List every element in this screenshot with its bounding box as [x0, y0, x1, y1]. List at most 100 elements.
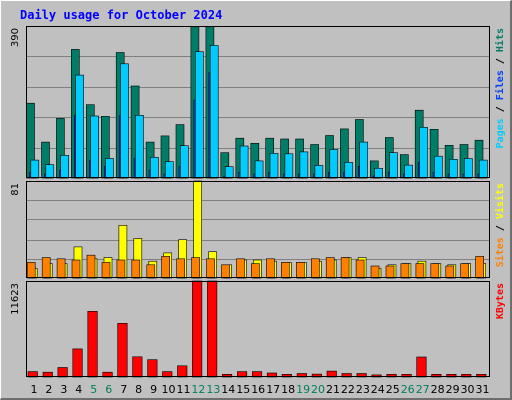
- x-label-day-28: 28: [431, 383, 445, 396]
- legend-part-top-2: Files: [494, 70, 506, 100]
- x-label-day-16: 16: [251, 383, 265, 396]
- bar-pages-29: [449, 159, 458, 179]
- plot-area-bottom: [26, 281, 490, 377]
- bar-kbytes-7: [117, 322, 128, 378]
- bar-sites-5: [86, 254, 96, 279]
- bar-sites-16: [251, 263, 260, 279]
- y-max-label-top: 390: [10, 28, 21, 47]
- x-label-day-5: 5: [90, 383, 97, 396]
- bar-pages-6: [105, 158, 114, 179]
- x-label-day-23: 23: [356, 383, 370, 396]
- bar-sites-26: [400, 263, 410, 279]
- bar-kbytes-27: [416, 356, 427, 378]
- legend-bottom: KBytes: [495, 283, 506, 319]
- x-label-day-21: 21: [326, 383, 340, 396]
- bar-sites-8: [131, 259, 141, 279]
- panel-middle: 81 Sites / Visits: [10, 180, 506, 279]
- bar-kbytes-12: [192, 280, 203, 378]
- bar-pages-9: [150, 157, 159, 179]
- bar-pages-30: [463, 158, 473, 179]
- bar-sites-12: [191, 257, 200, 279]
- x-label-day-11: 11: [177, 383, 191, 396]
- panel-border-bottom: [26, 281, 490, 377]
- bar-sites-17: [266, 258, 275, 279]
- x-label-day-20: 20: [311, 383, 325, 396]
- bar-pages-8: [135, 115, 144, 179]
- panel-bottom: 11623 KBytes: [10, 280, 506, 378]
- x-label-day-13: 13: [206, 383, 220, 396]
- bar-kbytes-3: [57, 367, 68, 378]
- y-max-label-bottom: 11623: [10, 283, 21, 315]
- bar-pages-14: [224, 166, 234, 179]
- bar-kbytes-11: [177, 365, 188, 378]
- bar-sites-6: [101, 262, 111, 279]
- x-label-day-10: 10: [162, 383, 176, 396]
- bar-sites-10: [161, 256, 170, 279]
- bar-pages-18: [284, 153, 294, 179]
- bar-sites-14: [221, 264, 230, 279]
- bar-sites-1: [26, 262, 36, 279]
- bar-pages-23: [359, 141, 369, 179]
- x-label-day-26: 26: [401, 383, 415, 396]
- x-label-day-24: 24: [371, 383, 385, 396]
- bar-sites-15: [236, 258, 245, 279]
- bar-sites-24: [370, 265, 380, 279]
- bar-sites-2: [41, 257, 51, 279]
- bar-sites-29: [445, 265, 455, 279]
- bar-kbytes-5: [87, 310, 98, 378]
- bar-kbytes-8: [132, 356, 143, 378]
- bar-pages-15: [239, 145, 249, 179]
- bar-sites-31: [475, 256, 485, 279]
- x-label-day-1: 1: [31, 383, 38, 396]
- bar-pages-24: [374, 168, 383, 179]
- bar-sites-22: [340, 257, 350, 279]
- x-label-day-25: 25: [386, 383, 400, 396]
- legend-part-top-3: /: [495, 52, 506, 70]
- x-label-day-12: 12: [191, 383, 205, 396]
- bar-pages-16: [254, 160, 264, 179]
- bar-pages-19: [299, 151, 309, 179]
- bar-sites-30: [460, 263, 470, 279]
- legend-part-middle-1: /: [495, 219, 506, 237]
- x-label-day-30: 30: [461, 383, 475, 396]
- bar-pages-31: [478, 159, 488, 179]
- legend-middle: Sites / Visits: [494, 183, 506, 267]
- bar-sites-18: [280, 262, 290, 279]
- x-label-day-3: 3: [60, 383, 67, 396]
- bar-pages-12: [195, 51, 204, 179]
- x-label-day-9: 9: [150, 383, 157, 396]
- x-label-day-22: 22: [341, 383, 355, 396]
- panel-border-top: [26, 26, 490, 178]
- bar-sites-13: [206, 258, 215, 279]
- legend-part-top-1: /: [495, 100, 506, 118]
- x-label-day-14: 14: [221, 383, 235, 396]
- bar-pages-28: [434, 155, 443, 179]
- bar-sites-7: [116, 259, 126, 279]
- x-label-day-2: 2: [45, 383, 52, 396]
- x-label-day-6: 6: [105, 383, 112, 396]
- legend-part-top-0: Pages: [495, 118, 506, 148]
- bar-kbytes-9: [147, 359, 158, 378]
- bar-sites-19: [295, 262, 305, 279]
- bar-sites-9: [146, 264, 156, 279]
- bar-pages-25: [389, 152, 398, 179]
- bar-pages-3: [60, 155, 70, 179]
- y-max-label-middle: 81: [10, 183, 21, 196]
- panel-top: 390 Pages / Files / Hits: [10, 26, 506, 179]
- bar-kbytes-13: [207, 280, 218, 378]
- bar-sites-20: [310, 258, 320, 279]
- bar-sites-4: [71, 259, 81, 279]
- x-label-day-15: 15: [236, 383, 250, 396]
- bar-kbytes-4: [72, 348, 83, 378]
- legend-part-middle-2: Visits: [494, 183, 506, 219]
- x-label-day-18: 18: [281, 383, 295, 396]
- chart-title: Daily usage for October 2024: [20, 8, 222, 22]
- x-label-day-27: 27: [416, 383, 430, 396]
- bar-sites-28: [430, 263, 440, 279]
- bar-pages-21: [329, 149, 339, 179]
- bar-sites-23: [355, 259, 365, 279]
- legend-part-top-4: Hits: [494, 28, 506, 52]
- x-label-day-4: 4: [75, 383, 82, 396]
- bar-pages-13: [209, 45, 219, 179]
